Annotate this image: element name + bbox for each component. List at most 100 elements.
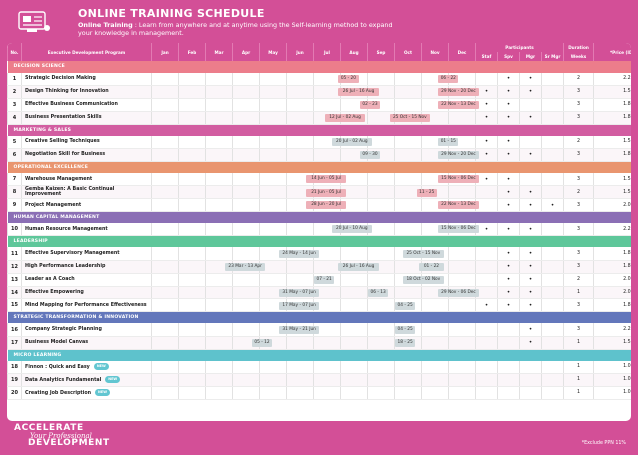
month-cell: [151, 260, 179, 274]
month-cell: [367, 323, 395, 337]
month-cell: [313, 336, 341, 350]
month-cell: [232, 111, 260, 125]
month-cell: 06 - 22: [421, 72, 459, 86]
month-cell: [232, 323, 260, 337]
weeks-cell: 1: [563, 336, 594, 350]
col-month: Mar: [205, 43, 233, 61]
schedule-bar: 29 Nov - 06 Dec: [438, 288, 479, 297]
price-cell: 2.000.000: [593, 198, 631, 213]
month-cell: [205, 373, 233, 387]
month-cell: 20 Jul - 02 Aug: [313, 135, 373, 149]
month-cell: [205, 111, 233, 125]
program-name: Business Presentation Skills: [25, 115, 102, 121]
participant-mark: [519, 373, 542, 387]
month-cell: 20 Jul - 10 Aug: [313, 223, 373, 237]
weeks-cell: 3: [563, 85, 594, 99]
program-name: Creating Job Description: [25, 391, 92, 397]
price-cell: 1.000.000: [593, 373, 631, 387]
month-cell: [232, 298, 260, 313]
month-cell: [367, 172, 395, 187]
row-number: 8: [7, 185, 22, 200]
month-cell: [205, 298, 233, 313]
section-title: MARKETING & SALES: [7, 124, 631, 136]
row-number: 16: [7, 323, 22, 337]
month-cell: [205, 273, 233, 287]
month-cell: [421, 323, 449, 337]
month-cell: [178, 373, 206, 387]
month-cell: [205, 85, 233, 99]
weeks-cell: 3: [563, 198, 594, 213]
month-cell: [151, 111, 179, 125]
row-number: 3: [7, 98, 22, 112]
row-number: 13: [7, 273, 22, 287]
participant-mark: •: [497, 148, 520, 162]
month-cell: 12 Jul - 02 Aug: [313, 111, 366, 125]
month-cell: [340, 323, 368, 337]
month-cell: [259, 72, 287, 86]
month-cell: [178, 185, 206, 200]
weeks-cell: 1: [563, 286, 594, 300]
schedule-bar: 26 Jul - 16 Aug: [338, 263, 379, 272]
new-badge: NEW: [95, 389, 110, 397]
program-name: Human Resource Management: [25, 226, 108, 232]
weeks-cell: 3: [563, 223, 594, 237]
brand-line-3: DEVELOPMENT: [28, 438, 110, 448]
month-cell: [367, 373, 395, 387]
program-cell: Gemba Kaizen: A Basic Continual Improvem…: [21, 185, 152, 200]
month-cell: [205, 360, 233, 375]
month-cell: [259, 373, 287, 387]
month-cell: 29 Nov - 20 Dec: [421, 148, 479, 162]
price-cell: 1.500.000: [593, 172, 631, 187]
month-cell: [421, 336, 449, 350]
participant-mark: [540, 286, 564, 300]
participant-mark: •: [497, 85, 520, 99]
weeks-cell: 3: [563, 148, 594, 162]
participant-mark: [540, 172, 564, 187]
month-cell: 18 - 25: [394, 336, 422, 350]
col-participant-type: Mgr: [519, 52, 542, 61]
month-cell: 25 Oct - 15 Nov: [367, 111, 431, 125]
schedule-bar: 14 Jun - 05 Jul: [305, 175, 347, 184]
weeks-cell: 1: [563, 360, 594, 375]
participant-mark: [540, 148, 564, 162]
month-cell: [421, 373, 449, 387]
participant-mark: •: [497, 286, 520, 300]
month-cell: [313, 98, 341, 112]
header-row-2: Staf Spv Mgr Sr Mgr Weeks: [8, 52, 632, 61]
program-name: Creative Selling Techniques: [25, 139, 100, 145]
month-cell: [448, 373, 476, 387]
row-number: 19: [7, 373, 22, 387]
row-number: 4: [7, 111, 22, 125]
participant-mark: [475, 247, 498, 261]
month-cell: [205, 72, 233, 86]
program-cell: Effective Supervisory Management: [21, 247, 152, 261]
program-cell: Leader as A Coach: [21, 273, 152, 287]
month-cell: [205, 336, 233, 350]
program-name: Gemba Kaizen: A Basic Continual Improvem…: [25, 187, 115, 198]
participant-mark: •: [497, 135, 520, 149]
month-cell: 05 - 12: [232, 336, 273, 350]
month-cell: [286, 223, 314, 237]
program-name: Finnon : Quick and Easy: [25, 365, 90, 371]
participant-mark: [475, 373, 498, 387]
program-cell: Creating Job Description NEW: [21, 386, 152, 400]
month-cell: [259, 135, 287, 149]
section-title: STRATEGIC TRANSFORMATION & INNOVATION: [7, 311, 631, 324]
row-number: 12: [7, 260, 22, 274]
schedule-bar: 12 Jul - 02 Aug: [324, 113, 366, 122]
section-title: HUMAN CAPITAL MANAGEMENT: [7, 211, 631, 224]
brand-logo: ACCELERATE Your Professional DEVELOPMENT: [14, 423, 110, 448]
month-cell: [232, 286, 260, 300]
table-row: 14 Effective Empowering 31 May - 07 Jun 06 …: [7, 286, 631, 300]
participant-mark: [497, 323, 520, 337]
month-cell: [313, 373, 341, 387]
month-cell: [178, 98, 206, 112]
schedule-bar: 15 Nov - 06 Dec: [438, 175, 479, 184]
participant-mark: [540, 360, 564, 375]
schedule-bar: 09 - 30: [359, 151, 381, 160]
month-cell: [394, 135, 422, 149]
month-cell: [232, 172, 260, 187]
price-cell: 2.200.000: [593, 72, 631, 86]
participant-mark: [540, 260, 564, 274]
price-cell: 1.500.000: [593, 85, 631, 99]
